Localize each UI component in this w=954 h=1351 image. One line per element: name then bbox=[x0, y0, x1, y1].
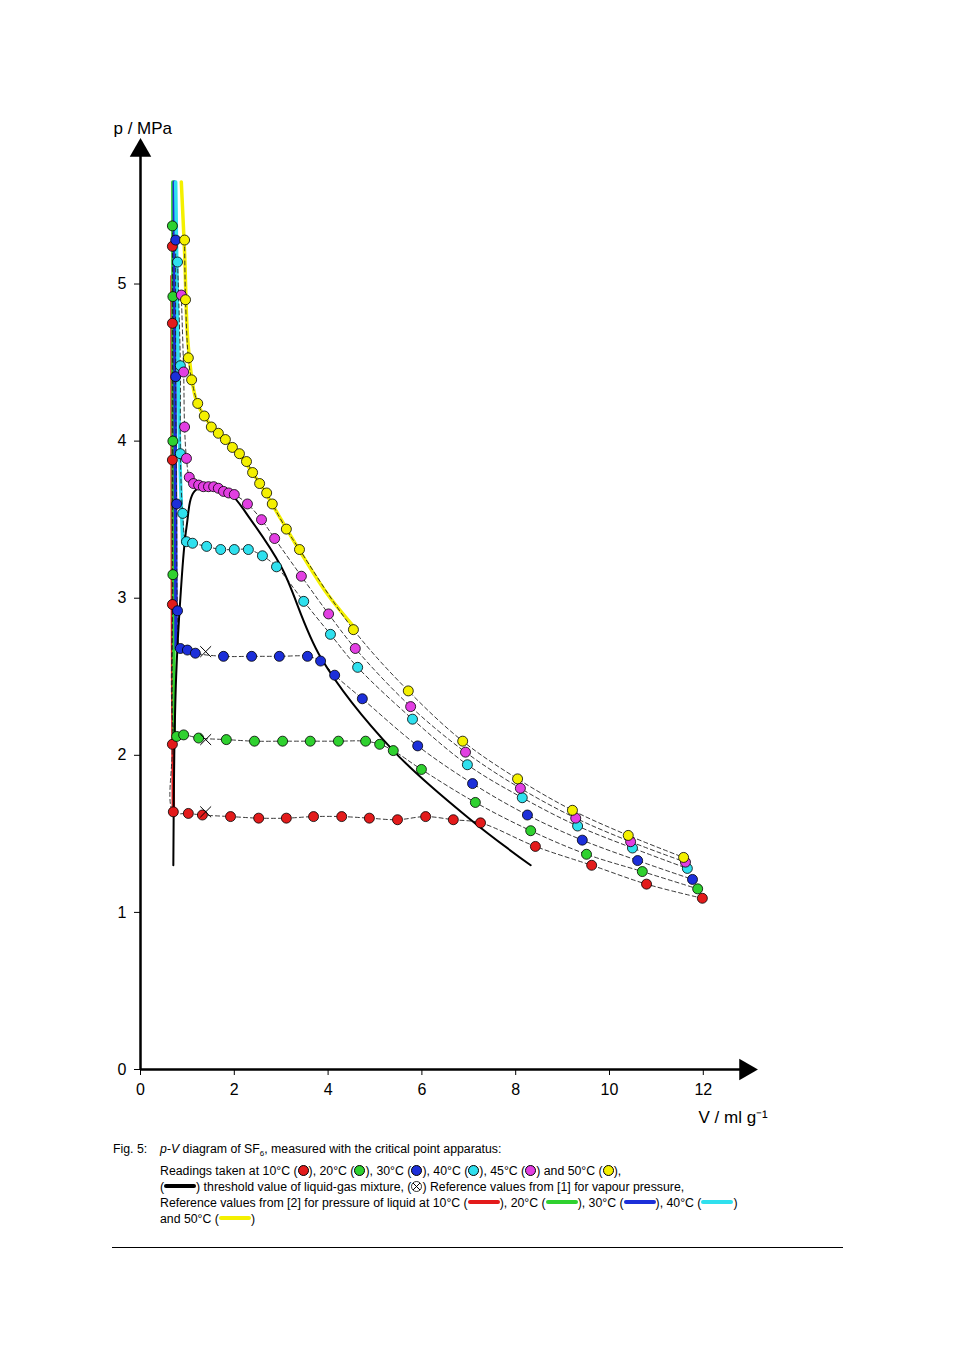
svg-text:2: 2 bbox=[118, 746, 127, 763]
svg-text:6: 6 bbox=[417, 1081, 426, 1098]
html-text:) Reference values from [1] fo: ) Reference values from [1] for vapour p… bbox=[422, 1179, 685, 1194]
svg-text:0: 0 bbox=[136, 1081, 145, 1098]
svg-text:4: 4 bbox=[324, 1081, 333, 1098]
svg-text:10: 10 bbox=[601, 1081, 619, 1098]
html-text:), 30°C (: ), 30°C ( bbox=[365, 1163, 412, 1178]
svg-text:V / ml g⁻¹: V / ml g⁻¹ bbox=[699, 1108, 769, 1127]
html-text:Reference values from [2] for: Reference values from [2] for pressure o… bbox=[160, 1196, 468, 1211]
svg-text:0: 0 bbox=[118, 1061, 127, 1078]
svg-text:5: 5 bbox=[118, 275, 127, 292]
html-text:and 50°C (: and 50°C ( bbox=[160, 1212, 219, 1227]
html-text:), 20°C (: ), 20°C ( bbox=[499, 1196, 546, 1211]
svg-text:12: 12 bbox=[694, 1081, 712, 1098]
svg-text:3: 3 bbox=[118, 589, 127, 606]
svg-text:1: 1 bbox=[118, 904, 127, 921]
html-text:), 40°C (: ), 40°C ( bbox=[655, 1196, 702, 1211]
html-text:p-V diagram of SF6, measured w: p-V diagram of SF6, measured with the cr… bbox=[160, 1142, 502, 1159]
svg-text:8: 8 bbox=[511, 1081, 520, 1098]
html-text:), 20°C (: ), 20°C ( bbox=[308, 1163, 355, 1178]
svg-text:p / MPa: p / MPa bbox=[114, 119, 173, 138]
svg-text:2: 2 bbox=[230, 1081, 239, 1098]
svg-text:4: 4 bbox=[118, 432, 127, 449]
html-text:), 40°C (: ), 40°C ( bbox=[422, 1163, 469, 1178]
html-text:) threshold value of liquid-ga: ) threshold value of liquid-gas mixture,… bbox=[196, 1179, 412, 1194]
html-text:), 45°C (: ), 45°C ( bbox=[479, 1163, 526, 1178]
html-text:Readings taken at 10°C (: Readings taken at 10°C ( bbox=[160, 1163, 298, 1178]
html-text:) and 50°C (: ) and 50°C ( bbox=[536, 1163, 603, 1178]
html-text:), 30°C (: ), 30°C ( bbox=[577, 1196, 624, 1211]
html-text:Fig. 5:: Fig. 5: bbox=[113, 1142, 148, 1156]
